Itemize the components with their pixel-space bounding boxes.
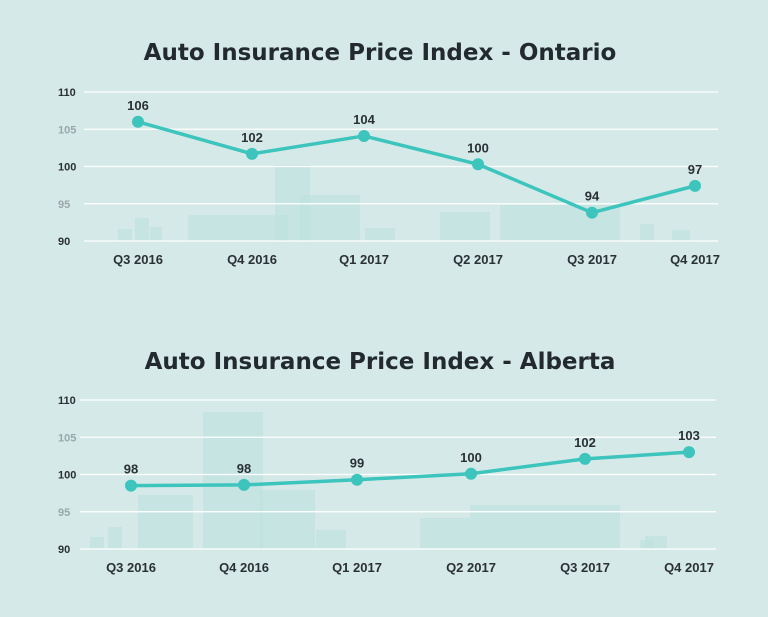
y-tick-label: 105	[58, 124, 76, 136]
skyline-building	[440, 212, 490, 241]
data-point	[358, 129, 370, 142]
data-point	[579, 452, 591, 465]
x-tick-label: Q4 2017	[670, 252, 720, 267]
data-point	[132, 115, 144, 128]
data-label: 94	[585, 189, 600, 204]
y-tick-label: 90	[58, 236, 70, 248]
y-tick-label: 110	[58, 87, 76, 99]
y-tick-label: 90	[58, 544, 70, 556]
chart-title: Auto Insurance Price Index - Ontario	[144, 40, 617, 66]
x-tick-label: Q4 2016	[219, 560, 269, 575]
data-point	[351, 473, 363, 486]
x-tick-label: Q2 2017	[453, 252, 503, 267]
y-tick-label: 110	[58, 395, 76, 407]
data-label: 100	[460, 450, 482, 465]
data-label: 102	[574, 435, 596, 450]
skyline-building	[203, 412, 263, 549]
skyline-illustration	[118, 165, 690, 241]
skyline-building	[108, 527, 122, 549]
x-tick-label: Q3 2017	[560, 560, 610, 575]
x-tick-label: Q3 2016	[106, 560, 156, 575]
skyline-building	[138, 495, 193, 549]
skyline-building	[150, 227, 162, 241]
data-point	[465, 467, 477, 480]
skyline-building	[90, 537, 104, 549]
data-label: 99	[350, 456, 364, 471]
x-tick-label: Q4 2016	[227, 252, 277, 267]
chart-2: Auto Insurance Price Index - Alberta 90 95…	[58, 349, 716, 575]
y-tick-label: 100	[58, 470, 76, 482]
skyline-illustration	[90, 412, 667, 549]
y-tick-label: 105	[58, 432, 76, 444]
series-line	[130, 450, 690, 488]
skyline-building	[672, 230, 690, 241]
skyline-building	[316, 530, 346, 549]
skyline-building	[640, 224, 654, 241]
data-label: 100	[467, 140, 489, 155]
data-label: 102	[241, 130, 263, 145]
skyline-building	[188, 215, 288, 241]
skyline-building	[420, 518, 470, 549]
data-point	[246, 147, 258, 160]
skyline-building	[118, 229, 132, 241]
skyline-building	[300, 195, 360, 241]
data-point	[683, 446, 695, 459]
data-label: 104	[353, 112, 375, 127]
data-point	[689, 179, 701, 192]
x-tick-label: Q2 2017	[446, 560, 496, 575]
x-tick-label: Q1 2017	[339, 252, 389, 267]
skyline-building	[135, 218, 149, 241]
series-line	[137, 120, 696, 215]
skyline-building	[645, 536, 667, 549]
data-point	[125, 479, 137, 492]
data-point	[238, 478, 250, 491]
chart-1: Auto Insurance Price Index - Ontario 90 95…	[58, 40, 720, 267]
y-tick-label: 100	[58, 162, 76, 174]
skyline-building	[365, 228, 395, 241]
data-point	[586, 206, 598, 219]
chart-title: Auto Insurance Price Index - Alberta	[145, 349, 616, 375]
data-label: 106	[127, 98, 149, 113]
y-tick-label: 95	[58, 507, 70, 519]
x-tick-label: Q3 2016	[113, 252, 163, 267]
data-label: 97	[688, 162, 702, 177]
data-label: 103	[678, 428, 700, 443]
y-tick-label: 95	[58, 199, 70, 211]
data-label: 98	[124, 462, 138, 477]
x-tick-label: Q1 2017	[332, 560, 382, 575]
x-tick-label: Q4 2017	[664, 560, 714, 575]
skyline-building	[260, 490, 315, 549]
data-label: 98	[237, 461, 251, 476]
x-tick-label: Q3 2017	[567, 252, 617, 267]
data-point	[472, 158, 484, 171]
